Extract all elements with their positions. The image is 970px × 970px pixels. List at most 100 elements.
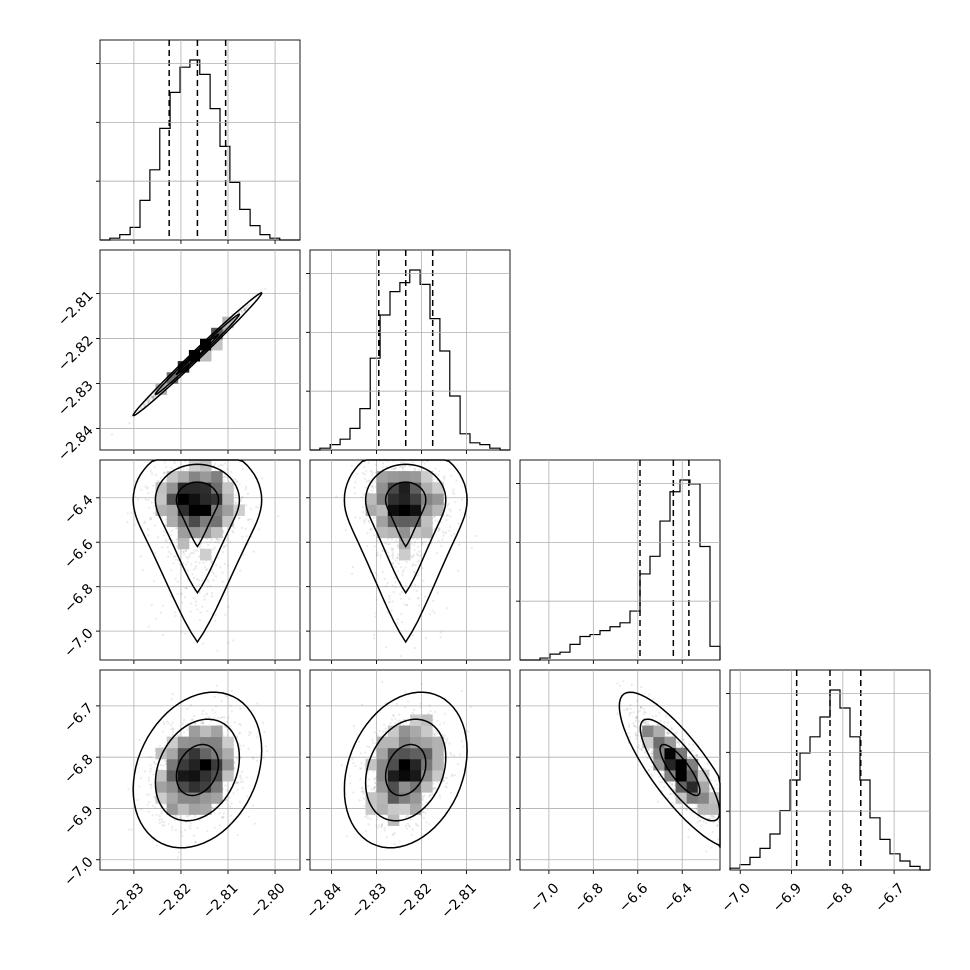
- scatter-point: [166, 720, 169, 723]
- y-tick-label: −7.0: [61, 625, 96, 660]
- scatter-point: [417, 597, 421, 600]
- scatter-point: [222, 546, 225, 549]
- histogram-0-frame: [99, 39, 301, 241]
- scatter-point: [145, 487, 149, 490]
- density-cell: [177, 537, 190, 550]
- scatter-point: [366, 545, 369, 548]
- scatter-point: [445, 518, 448, 522]
- scatter-point: [418, 554, 421, 557]
- scatter-point: [244, 527, 247, 530]
- scatter-point: [432, 478, 436, 481]
- scatter-point: [396, 618, 399, 621]
- scatter-point: [424, 636, 427, 639]
- scatter-point: [189, 822, 192, 825]
- scatter-point: [376, 539, 379, 542]
- scatter-point: [411, 555, 414, 558]
- scatter-point: [374, 615, 377, 618]
- histogram-3-hgrid: [726, 693, 930, 812]
- scatter-point: [147, 401, 151, 404]
- density-cell: [211, 526, 223, 539]
- scatter-point: [364, 518, 368, 521]
- scatter-point: [391, 547, 395, 550]
- scatter-point: [149, 470, 152, 473]
- scatter-point: [216, 649, 219, 652]
- tick-marks: [739, 870, 895, 874]
- density-cell: [188, 471, 201, 483]
- density-cell: [166, 515, 179, 528]
- histogram-1-frame: [309, 249, 511, 451]
- scatter-point: [417, 468, 420, 471]
- scatter-point: [190, 563, 193, 566]
- scatter-point: [160, 810, 163, 813]
- scatter-point: [243, 308, 246, 311]
- scatter-point: [245, 307, 248, 310]
- scatter-point: [361, 511, 365, 514]
- scatter-point: [413, 548, 416, 552]
- scatter-point: [376, 551, 379, 554]
- scatter-point: [180, 630, 183, 634]
- scatter-point: [413, 468, 416, 471]
- scatter-point: [394, 559, 397, 562]
- scatter-point: [437, 527, 441, 531]
- scatter-point: [169, 542, 172, 545]
- scatter-point: [185, 468, 189, 471]
- scatter-point: [356, 472, 359, 475]
- scatter-point: [194, 567, 197, 570]
- scatter-point: [335, 495, 338, 498]
- scatter-point: [223, 475, 226, 478]
- scatter-point: [158, 744, 162, 747]
- scatter-point: [434, 519, 437, 522]
- scatter-point: [394, 539, 398, 542]
- scatter-point: [201, 642, 205, 645]
- scatter-point: [367, 479, 370, 482]
- scatter-point: [139, 555, 142, 558]
- scatter-point: [183, 596, 187, 599]
- histogram-3-grid: [739, 670, 895, 870]
- scatter-point: [152, 394, 155, 398]
- histogram-0-hgrid: [96, 63, 300, 182]
- scatter-point: [277, 515, 280, 518]
- scatter-point: [230, 710, 233, 713]
- scatter-point: [149, 764, 152, 767]
- scatter-point: [390, 609, 393, 612]
- scatter-point: [413, 584, 417, 587]
- scatter-point: [193, 549, 196, 552]
- scatter-point: [195, 600, 198, 603]
- scatter-point: [360, 496, 363, 499]
- scatter-point: [213, 546, 216, 549]
- scatter-point: [140, 488, 143, 491]
- scatter-panel-0-1: [99, 249, 301, 451]
- histogram-panel-2: [519, 459, 721, 661]
- scatter-point: [152, 395, 155, 398]
- scatter-point: [167, 555, 170, 558]
- scatter-point: [369, 528, 372, 531]
- density-cell: [410, 504, 422, 516]
- scatter-point: [410, 542, 413, 545]
- scatter-point: [412, 563, 415, 566]
- scatter-point: [400, 613, 403, 616]
- scatter-point: [128, 422, 131, 425]
- scatter-point: [152, 512, 156, 515]
- scatter-point: [354, 481, 357, 484]
- scatter-point: [216, 538, 220, 541]
- scatter-point: [192, 596, 196, 600]
- scatter-point: [165, 540, 168, 543]
- scatter-point: [207, 543, 210, 546]
- scatter-point: [366, 532, 369, 535]
- scatter-point: [196, 826, 199, 829]
- scatter-point: [255, 506, 258, 509]
- scatter-point: [186, 569, 190, 572]
- scatter-point: [392, 590, 395, 594]
- scatter-point: [188, 553, 191, 556]
- scatter-point: [402, 467, 405, 470]
- scatter-point: [170, 569, 173, 572]
- scatter-point: [215, 563, 218, 567]
- scatter-point: [147, 491, 150, 495]
- scatter-point: [240, 526, 243, 529]
- scatter-point: [358, 517, 362, 520]
- density-cell: [398, 504, 411, 516]
- scatter-point: [197, 578, 201, 582]
- scatter-point: [224, 784, 227, 787]
- scatter-point: [399, 597, 402, 600]
- density-cell: [188, 515, 201, 528]
